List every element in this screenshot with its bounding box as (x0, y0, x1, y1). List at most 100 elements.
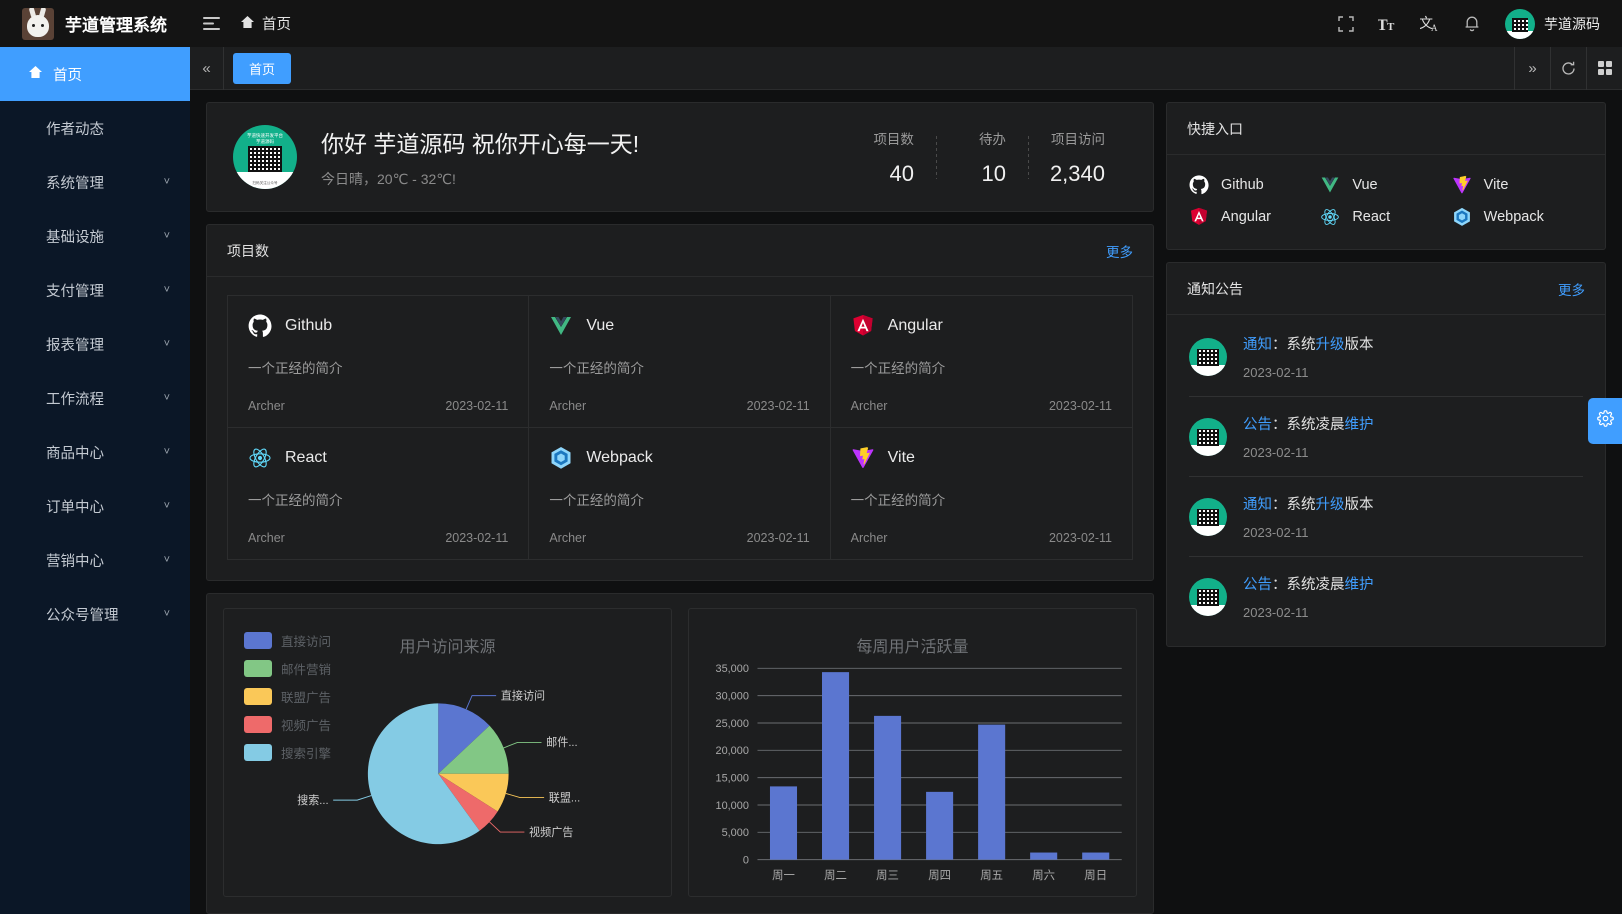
chevron-down-icon: ˅ (163, 230, 170, 242)
sidebar-item-report-mgmt[interactable]: 报表管理 ˅ (0, 317, 190, 371)
sidebar-item-system-mgmt[interactable]: 系统管理 ˅ (0, 155, 190, 209)
quick-entry-github[interactable]: Github (1189, 175, 1320, 195)
refresh-icon[interactable] (1550, 46, 1586, 90)
grid-icon[interactable] (1586, 46, 1622, 90)
notices-more-link[interactable]: 更多 (1558, 282, 1585, 298)
bell-icon[interactable] (1453, 0, 1491, 47)
bar-chart-canvas: 0 5,000 10,000 15,000 20,000 25,000 30,000 35,0… (716, 663, 1122, 882)
pie-slice[interactable] (438, 773, 509, 812)
project-name: React (285, 449, 327, 466)
legend-label: 直接访问 (281, 635, 332, 649)
sidebar-item-product-center[interactable]: 商品中心 ˅ (0, 425, 190, 479)
pie-leader-line (465, 695, 497, 710)
bar[interactable] (926, 791, 954, 860)
legend-item[interactable]: 直接访问 (244, 631, 331, 650)
quick-entry-angular[interactable]: Angular (1189, 207, 1320, 227)
github-icon (1189, 175, 1209, 195)
settings-panel-toggle[interactable] (1588, 398, 1622, 444)
bar[interactable] (1082, 852, 1110, 860)
avatar (1505, 8, 1535, 39)
projects-card: 项目数 更多 Github (206, 224, 1154, 581)
project-footer: Archer 2023-02-11 (248, 531, 508, 545)
project-title-row: Vue (549, 314, 809, 338)
fullscreen-icon[interactable] (1327, 0, 1365, 47)
notice-prefix: 公告 (1243, 417, 1272, 433)
project-desc: 一个正经的简介 (549, 361, 644, 376)
project-name: Vite (887, 449, 915, 466)
project-author: Archer (248, 531, 285, 545)
pie-slice[interactable] (438, 725, 509, 774)
projects-more-link[interactable]: 更多 (1106, 244, 1133, 260)
font-size-icon[interactable]: T T (1369, 0, 1407, 47)
quick-entry-react[interactable]: React (1320, 207, 1451, 227)
user-menu[interactable]: 芋道源码 (1495, 8, 1606, 39)
sidebar-item-author-news[interactable]: 作者动态 (0, 101, 190, 155)
quick-entry-vue[interactable]: Vue (1320, 175, 1451, 195)
bar[interactable] (978, 724, 1006, 860)
chevron-down-icon: ˅ (163, 284, 170, 296)
bar[interactable] (1030, 852, 1058, 860)
pie-slice[interactable] (367, 703, 480, 845)
bar[interactable] (874, 715, 902, 860)
main-column: 芋道快速开发平台 芋道源码 扫码关注公众号 你好 芋道源码 祝你开心每一天! 今日… (206, 102, 1154, 914)
translate-icon[interactable]: 文 A (1411, 0, 1449, 47)
quick-entry-vite[interactable]: Vite (1452, 175, 1583, 195)
chevron-down-icon: ˅ (163, 446, 170, 458)
list-item[interactable]: 公告：系统凌晨维护 2023-02-11 (1189, 397, 1583, 477)
project-date: 2023-02-11 (1048, 531, 1112, 545)
y-axis-tick-label: 15,000 (716, 772, 749, 784)
pie-slice[interactable] (438, 703, 490, 774)
list-item[interactable]: 通知：系统升级版本 2023-02-11 (1189, 477, 1583, 557)
double-chevron-left-icon[interactable]: « (190, 46, 224, 90)
sidebar-item-order-center[interactable]: 订单中心 ˅ (0, 479, 190, 533)
chevron-down-icon: ˅ (163, 176, 170, 188)
project-card[interactable]: Github 一个正经的简介 Archer 2023-02-11 (228, 296, 530, 428)
project-card[interactable]: Vue 一个正经的简介 Archer 2023-02-11 (529, 296, 831, 428)
react-icon (248, 446, 272, 470)
list-item[interactable]: 通知：系统升级版本 2023-02-11 (1189, 317, 1583, 397)
vue-icon (1320, 175, 1340, 195)
quick-entry-label: Vue (1352, 177, 1378, 193)
project-name: Angular (887, 317, 943, 334)
sidebar-item-label: 基础设施 (46, 229, 104, 246)
sidebar-item-payment-mgmt[interactable]: 支付管理 ˅ (0, 263, 190, 317)
legend-item[interactable]: 联盟广告 (244, 687, 331, 706)
sidebar-item-marketing-center[interactable]: 营销中心 ˅ (0, 533, 190, 587)
project-card[interactable]: Webpack 一个正经的简介 Archer 2023-02-11 (529, 428, 831, 559)
project-card[interactable]: Vite 一个正经的简介 Archer 2023-02-11 (831, 428, 1132, 559)
sidebar-item-infrastructure[interactable]: 基础设施 ˅ (0, 209, 190, 263)
project-card[interactable]: Angular 一个正经的简介 Archer 2023-02-11 (830, 296, 1132, 428)
tab-home[interactable]: 首页 (233, 52, 292, 84)
notice-content: 通知：系统升级版本 2023-02-11 (1243, 493, 1374, 540)
stat-value: 10 (981, 160, 1006, 186)
pie-callout-label: 直接访问 (501, 688, 545, 702)
project-author: Archer (850, 399, 888, 413)
bar[interactable] (822, 672, 850, 860)
hamburger-icon[interactable] (190, 0, 232, 47)
quick-entry-webpack[interactable]: Webpack (1452, 207, 1583, 227)
project-card[interactable]: React 一个正经的简介 Archer 2023-02-11 (228, 428, 530, 559)
legend-item[interactable]: 邮件营销 (244, 659, 331, 678)
weather-text: 今日晴，20℃ - 32℃! (321, 171, 456, 187)
legend-item[interactable]: 搜索引擎 (244, 743, 331, 762)
notice-date: 2023-02-11 (1243, 445, 1309, 460)
gear-icon (1596, 410, 1614, 432)
legend-item[interactable]: 视频广告 (244, 715, 331, 734)
pie-callout-label: 视频广告 (529, 825, 573, 839)
double-chevron-right-icon[interactable]: » (1514, 46, 1550, 90)
sidebar-item-home[interactable]: 首页 (0, 47, 190, 101)
bar[interactable] (769, 786, 798, 860)
project-desc: 一个正经的简介 (248, 361, 343, 376)
legend-swatch (244, 632, 272, 649)
y-axis-tick-label: 20,000 (716, 745, 749, 757)
project-author: Archer (549, 531, 587, 545)
list-item[interactable]: 公告：系统凌晨维护 2023-02-11 (1189, 557, 1583, 636)
x-axis-tick-label: 周五 (980, 869, 1003, 882)
project-date: 2023-02-11 (1048, 399, 1112, 413)
sidebar-item-workflow[interactable]: 工作流程 ˅ (0, 371, 190, 425)
pie-slice[interactable] (438, 773, 498, 831)
brand[interactable]: 芋道管理系统 (0, 7, 190, 40)
breadcrumb[interactable]: 首页 (232, 13, 299, 34)
sidebar-item-mp-mgmt[interactable]: 公众号管理 ˅ (0, 587, 190, 641)
y-axis-tick-label: 5,000 (722, 827, 749, 839)
